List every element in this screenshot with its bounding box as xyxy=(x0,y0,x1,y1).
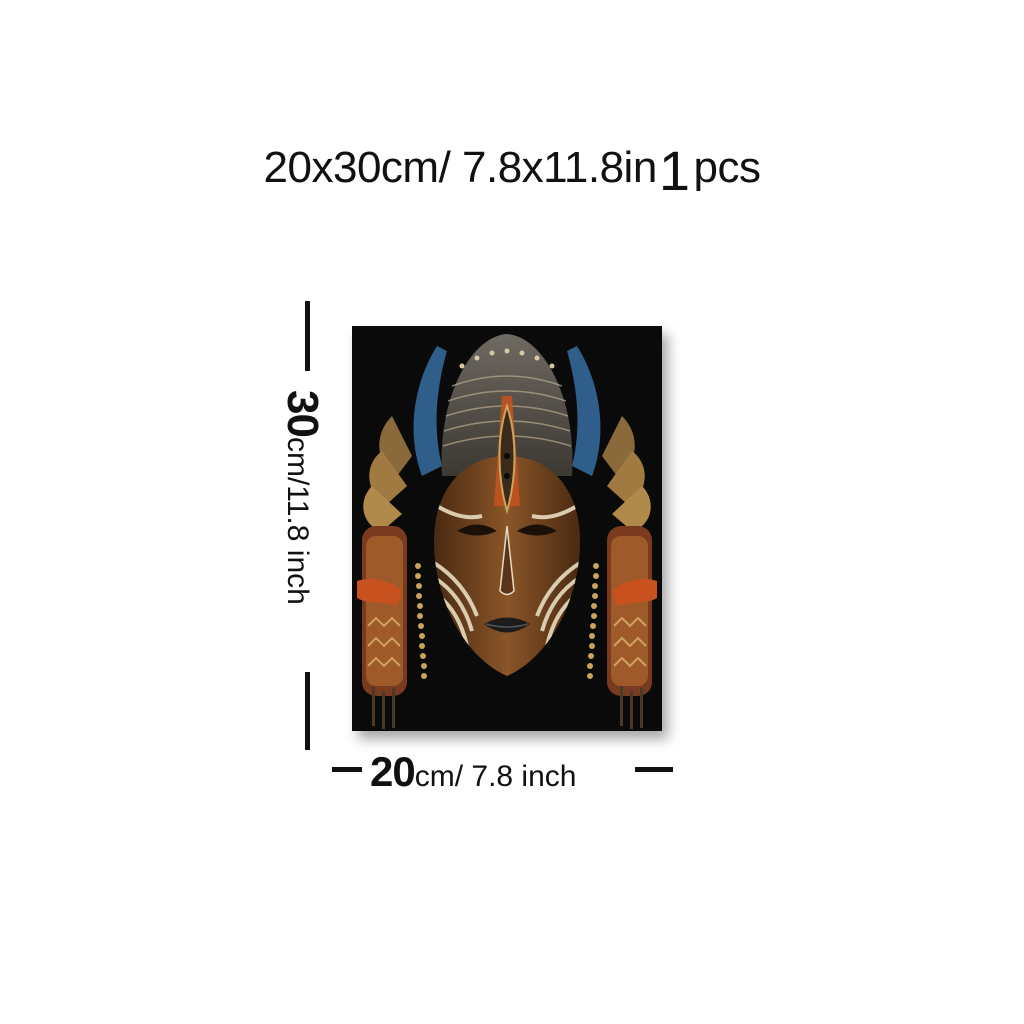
width-unit: cm/ 7.8 inch xyxy=(414,760,577,793)
height-value: 30 xyxy=(278,390,327,437)
hanging-fringe xyxy=(372,686,643,729)
quantity-number: 1 xyxy=(658,139,690,202)
product-size-title: 20x30cm/ 7.8x11.8in1pcs xyxy=(0,138,1024,203)
width-dimension-line-right xyxy=(635,767,673,772)
tribal-mask-illustration xyxy=(352,326,662,731)
height-dimension-line-bottom xyxy=(305,672,310,750)
right-feathers xyxy=(567,346,657,696)
height-dimension-label: 30cm/11.8 inch xyxy=(278,390,327,660)
width-dimension-label: 20cm/ 7.8 inch xyxy=(370,748,576,796)
canvas-artwork xyxy=(352,326,662,731)
width-dimension-line-left xyxy=(332,767,362,772)
width-value: 20 xyxy=(370,748,416,795)
height-dimension-line-top xyxy=(305,301,310,371)
quantity-unit: pcs xyxy=(693,143,761,192)
left-feathers xyxy=(357,346,447,696)
height-unit: cm/11.8 inch xyxy=(281,436,314,605)
size-text: 20x30cm/ 7.8x11.8in xyxy=(263,143,658,192)
